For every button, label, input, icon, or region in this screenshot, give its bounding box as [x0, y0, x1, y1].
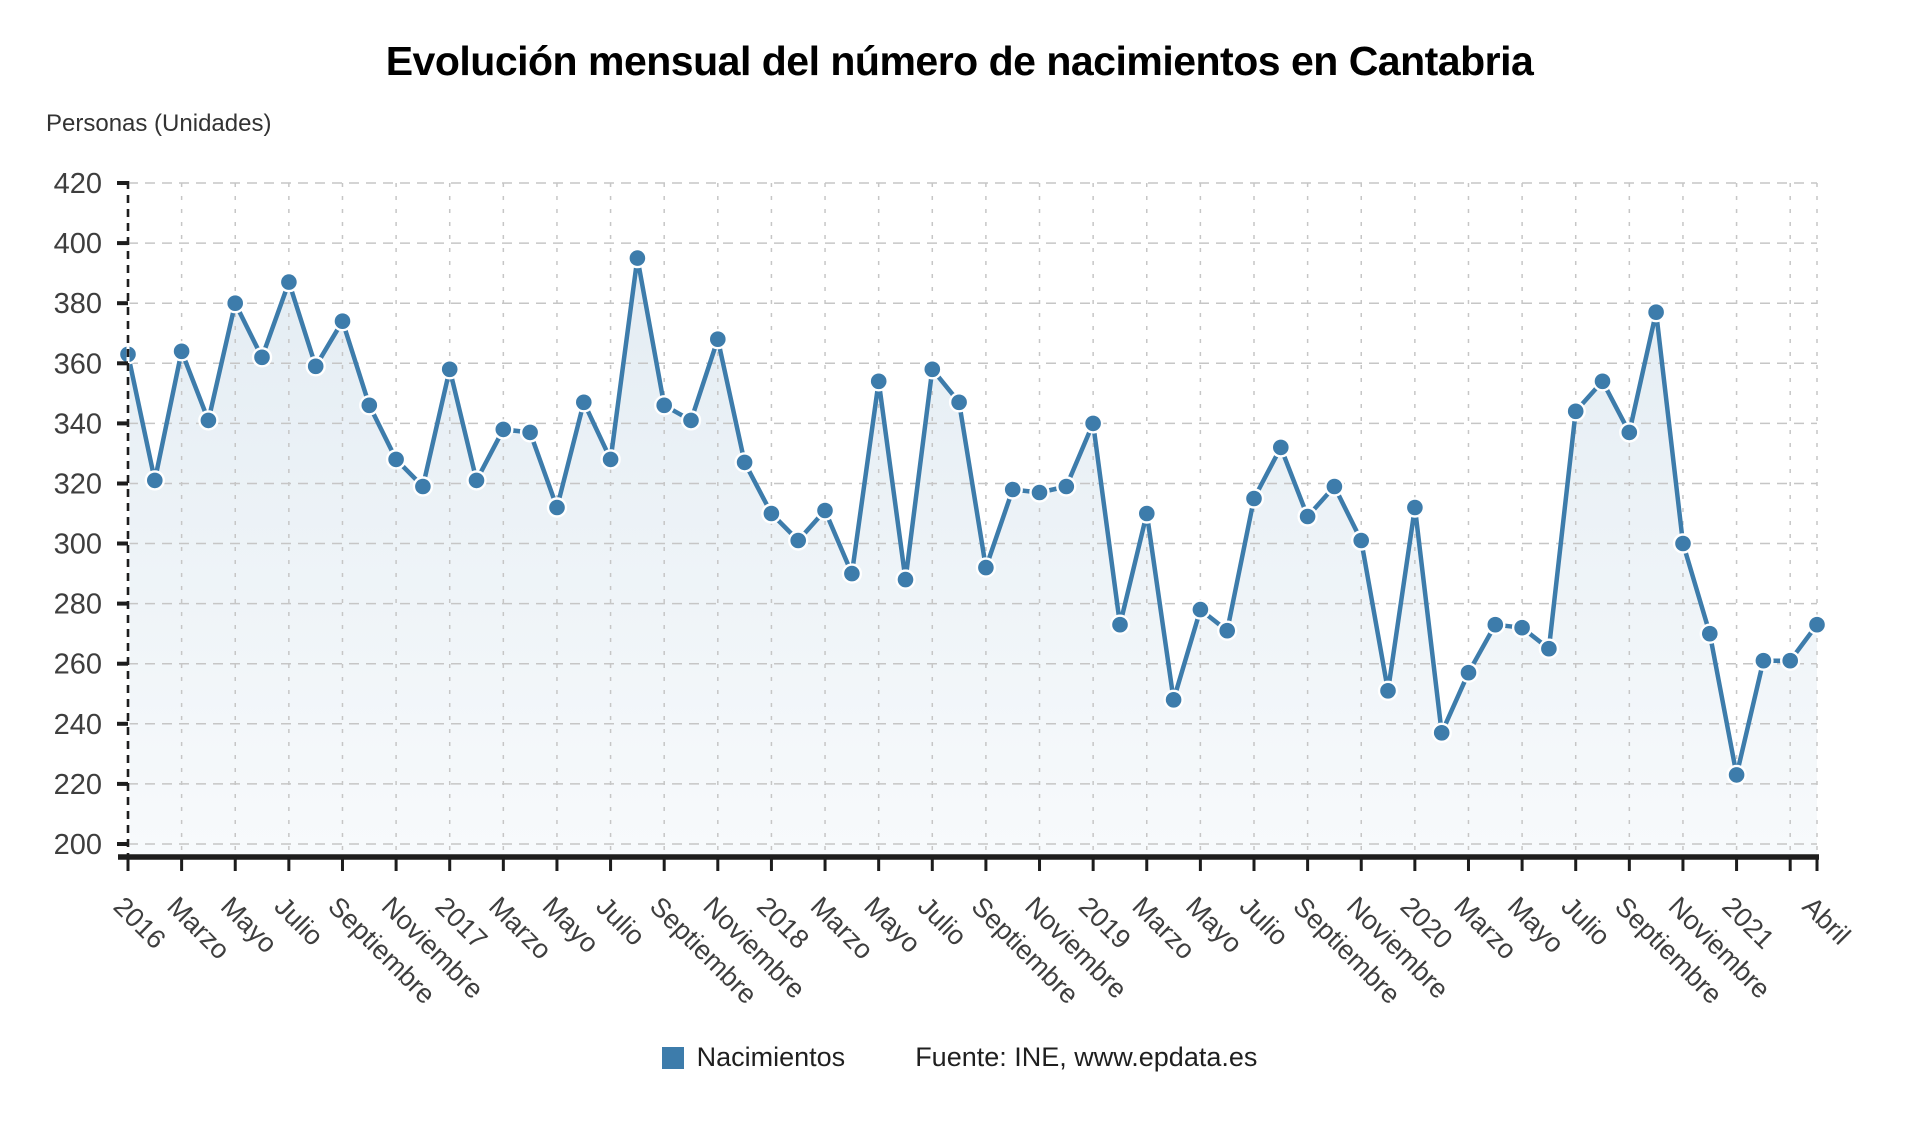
data-point[interactable] [1726, 764, 1747, 786]
data-point[interactable] [1377, 680, 1399, 701]
data-point[interactable] [841, 563, 863, 584]
data-point[interactable] [1699, 623, 1721, 644]
x-tick-label: Abril [1797, 891, 1856, 950]
data-point[interactable] [788, 530, 809, 551]
data-point[interactable] [573, 392, 594, 413]
y-tick-label: 360 [54, 348, 102, 380]
data-point[interactable] [1029, 482, 1050, 503]
data-point[interactable] [519, 422, 541, 443]
y-tick-label: 280 [54, 589, 102, 621]
data-point[interactable] [439, 359, 460, 380]
y-tick-label: 260 [54, 649, 102, 681]
data-point[interactable] [224, 293, 246, 314]
data-point[interactable] [1511, 617, 1533, 638]
data-point[interactable] [1270, 437, 1292, 458]
data-point[interactable] [868, 371, 889, 392]
data-point[interactable] [761, 503, 782, 524]
data-point[interactable] [1592, 371, 1613, 392]
data-point[interactable] [171, 341, 192, 362]
data-point[interactable] [1109, 614, 1131, 635]
data-point[interactable] [1350, 530, 1372, 551]
legend-item-nacimientos[interactable]: Nacimientos [661, 1042, 846, 1073]
legend-label: Nacimientos [696, 1042, 846, 1072]
data-point[interactable] [198, 410, 219, 431]
y-tick-label: 320 [54, 468, 102, 500]
data-point[interactable] [332, 311, 353, 332]
data-point[interactable] [385, 449, 407, 470]
data-point[interactable] [600, 449, 621, 470]
chart-legend: Nacimientos Fuente: INE, www.epdata.es [0, 1042, 1919, 1073]
series-area [128, 258, 1817, 856]
legend-swatch-icon [661, 1046, 684, 1069]
data-point[interactable] [1645, 302, 1667, 323]
data-point[interactable] [975, 557, 997, 578]
data-point[interactable] [1404, 497, 1426, 518]
data-point[interactable] [654, 395, 675, 416]
data-point[interactable] [251, 347, 273, 368]
data-point[interactable] [895, 569, 916, 590]
data-point[interactable] [734, 452, 755, 473]
data-point[interactable] [922, 359, 943, 380]
data-point[interactable] [493, 419, 514, 440]
data-point[interactable] [1002, 479, 1023, 500]
data-point[interactable] [1458, 662, 1479, 683]
y-tick-label: 300 [54, 529, 102, 561]
data-point[interactable] [305, 356, 326, 377]
data-point[interactable] [466, 470, 487, 491]
chart-title: Evolución mensual del número de nacimien… [385, 38, 1534, 84]
data-point[interactable] [1565, 401, 1586, 422]
data-point[interactable] [278, 271, 300, 293]
data-point[interactable] [1753, 650, 1774, 671]
data-point[interactable] [1243, 488, 1265, 509]
data-point[interactable] [1324, 476, 1345, 497]
data-point[interactable] [1163, 689, 1184, 710]
data-point[interactable] [412, 476, 434, 497]
data-point[interactable] [1806, 614, 1828, 635]
y-axis-title: Personas (Unidades) [46, 110, 272, 137]
data-point[interactable] [707, 329, 728, 350]
data-point[interactable] [1056, 476, 1077, 497]
data-point[interactable] [1619, 422, 1640, 443]
y-tick-label: 200 [54, 829, 102, 861]
data-point[interactable] [359, 395, 380, 416]
y-tick-label: 240 [54, 709, 102, 741]
data-point[interactable] [627, 247, 648, 269]
data-point[interactable] [1485, 614, 1506, 635]
data-point[interactable] [814, 500, 836, 521]
data-point[interactable] [1136, 503, 1158, 524]
y-tick-label: 400 [54, 228, 102, 260]
data-point[interactable] [1082, 413, 1104, 434]
data-point[interactable] [1190, 599, 1211, 620]
data-point[interactable] [680, 410, 702, 431]
y-tick-label: 220 [54, 769, 102, 801]
data-point[interactable] [1216, 620, 1238, 641]
y-tick-label: 340 [54, 408, 102, 440]
data-point[interactable] [1779, 650, 1801, 671]
data-point[interactable] [948, 392, 970, 413]
data-point[interactable] [1431, 722, 1452, 743]
source-text: Fuente: INE, www.epdata.es [915, 1042, 1258, 1072]
data-point[interactable] [1538, 638, 1560, 659]
data-point[interactable] [1297, 506, 1318, 527]
series-line [125, 255, 1820, 778]
data-point[interactable] [144, 470, 166, 491]
x-tick-label: 2016 [108, 891, 172, 955]
data-point[interactable] [1672, 533, 1694, 554]
data-point[interactable] [546, 497, 568, 518]
y-tick-label: 380 [54, 288, 102, 320]
y-tick-label: 420 [54, 168, 102, 200]
